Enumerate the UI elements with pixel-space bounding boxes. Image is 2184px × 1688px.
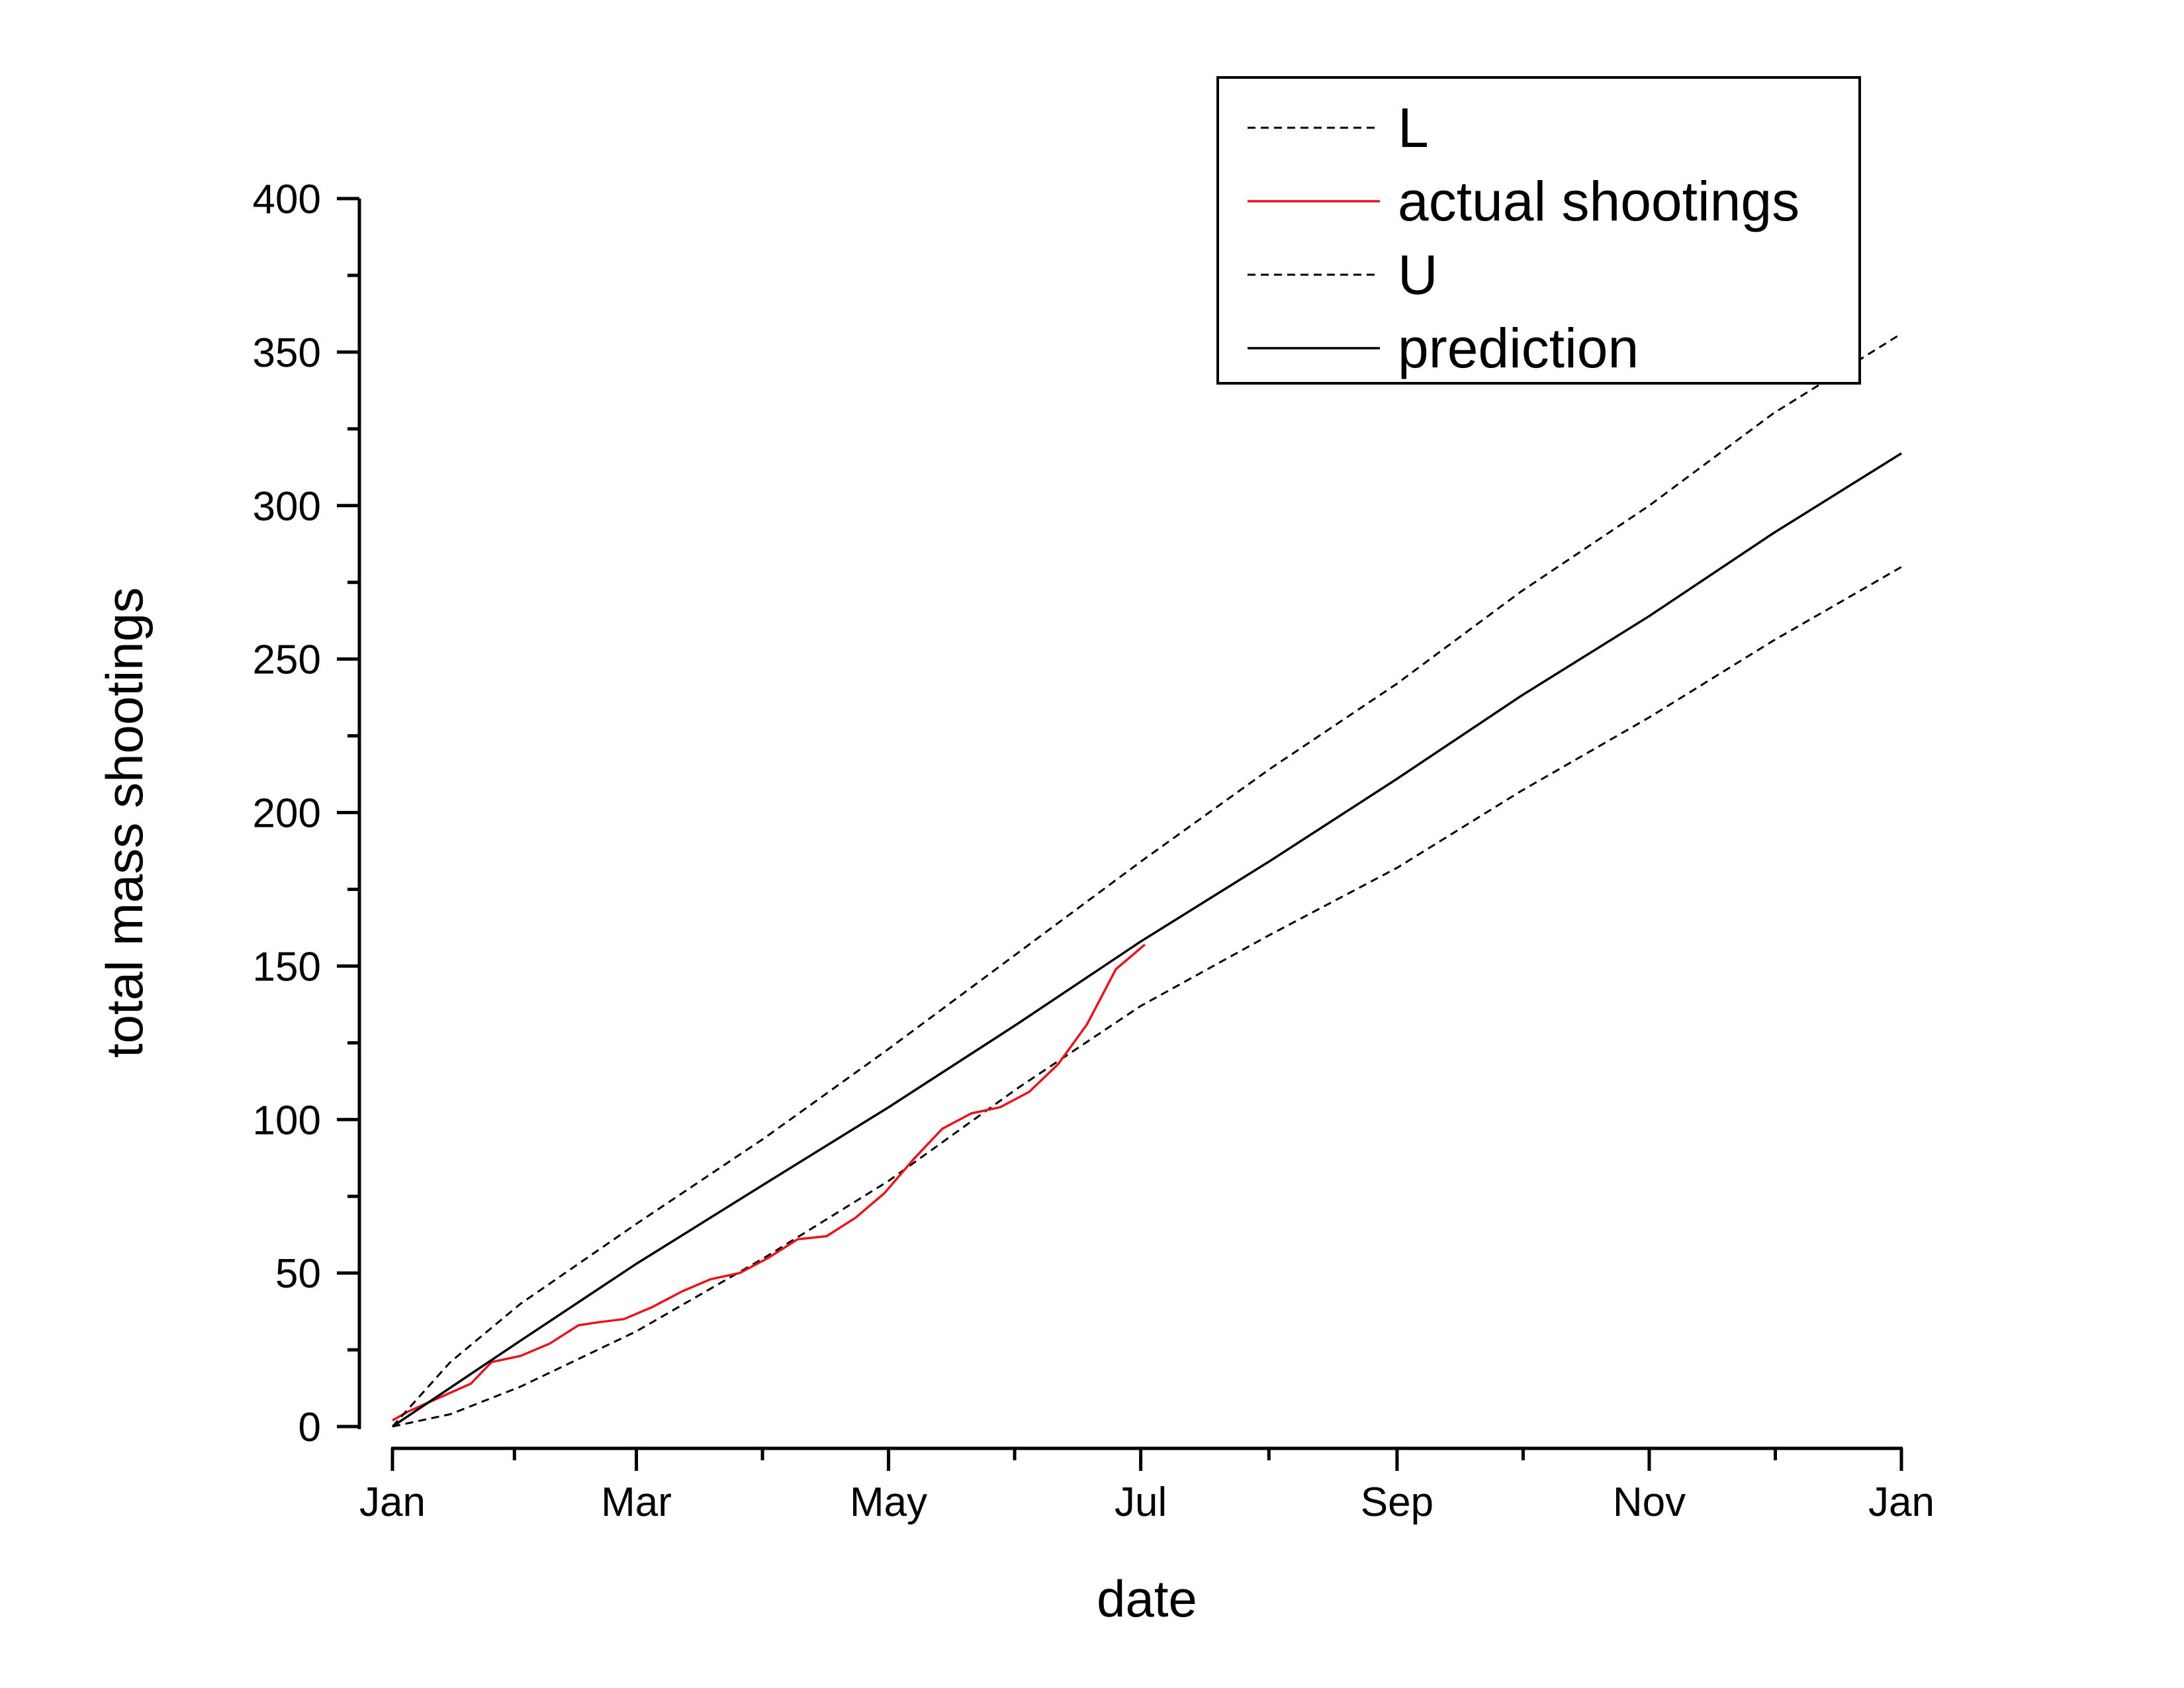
series-line-l — [392, 566, 1902, 1428]
y-tick-label: 400 — [253, 177, 321, 222]
x-tick-label: Jan — [359, 1479, 426, 1525]
series-line-prediction — [392, 452, 1902, 1428]
series-line-u — [391, 332, 1902, 1428]
legend-label-actual-shootings: actual shootings — [1398, 170, 1799, 232]
x-tick-label: Nov — [1613, 1479, 1686, 1525]
legend-label-prediction: prediction — [1398, 317, 1639, 379]
y-tick-label: 0 — [298, 1405, 321, 1450]
legend-label-u: U — [1398, 244, 1438, 306]
series-line-actual-shootings — [392, 943, 1146, 1422]
legend-box — [1216, 76, 1861, 385]
y-tick-label: 50 — [275, 1251, 321, 1297]
y-axis-title: total mass shootings — [95, 587, 154, 1058]
x-axis-title: date — [1097, 1570, 1197, 1628]
y-tick-label: 350 — [253, 330, 321, 376]
axes-layer: 0 50 100 150 200 250 300 350 400 Jan Mar May Jul Sep N… — [253, 177, 1934, 1525]
x-tick-label: Mar — [601, 1479, 672, 1525]
legend-label-l: L — [1398, 97, 1429, 159]
y-tick-label: 250 — [253, 637, 321, 683]
y-tick-label: 100 — [253, 1098, 321, 1143]
y-tick-label: 300 — [253, 484, 321, 530]
y-tick-label: 150 — [253, 944, 321, 990]
x-tick-label: Sep — [1361, 1479, 1433, 1525]
y-tick-label: 200 — [253, 791, 321, 837]
x-tick-label: Jul — [1115, 1479, 1167, 1525]
series-layer — [391, 332, 1902, 1428]
x-tick-label: May — [850, 1479, 927, 1525]
x-tick-label: Jan — [1868, 1479, 1934, 1525]
